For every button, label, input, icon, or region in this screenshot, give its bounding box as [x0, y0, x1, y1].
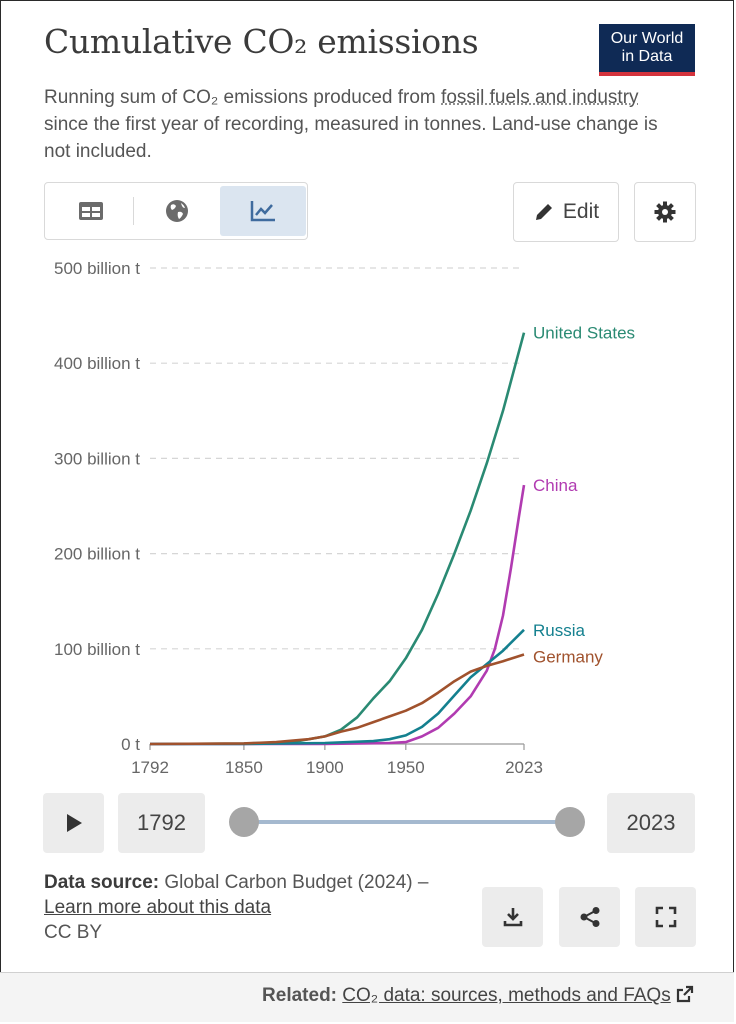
- table-icon: [79, 202, 103, 220]
- learn-more-link[interactable]: Learn more about this data: [44, 897, 272, 918]
- tab-separator: [133, 197, 134, 225]
- pencil-icon: [535, 204, 552, 220]
- y-tick-label: 300 billion t: [54, 449, 140, 468]
- y-tick-label: 400 billion t: [54, 354, 140, 373]
- related-bar: Related: CO₂ data: sources, methods and …: [0, 972, 734, 1022]
- y-tick-label: 100 billion t: [54, 640, 140, 659]
- x-tick-label: 1950: [387, 758, 425, 777]
- related-label: Related:: [262, 985, 338, 1006]
- timeline-end-handle[interactable]: [555, 807, 585, 837]
- tab-map[interactable]: [134, 186, 220, 236]
- x-tick-label: 1792: [131, 758, 169, 777]
- share-icon: [580, 907, 599, 927]
- share-button[interactable]: [559, 887, 620, 947]
- globe-icon: [166, 200, 188, 222]
- series-line-germany[interactable]: [149, 653, 525, 746]
- view-tabs: [44, 182, 308, 240]
- start-year-box[interactable]: 1792: [118, 793, 205, 853]
- external-link-icon: [676, 985, 694, 1003]
- end-year-box[interactable]: 2023: [607, 793, 695, 853]
- chart-subtitle: Running sum of CO₂ emissions produced fr…: [44, 84, 684, 165]
- series-line-china[interactable]: [150, 484, 526, 746]
- y-tick-label: 500 billion t: [54, 259, 140, 278]
- line-chart: 0 t 100 billion t 200 billion t 300 billion…: [54, 259, 635, 777]
- edit-label: Edit: [562, 200, 600, 223]
- subtitle-pre: Running sum of CO₂ emissions produced fr…: [44, 87, 442, 108]
- related-link[interactable]: CO₂ data: sources, methods and FAQs: [342, 985, 671, 1006]
- x-tick-label: 2023: [505, 758, 543, 777]
- fullscreen-button[interactable]: [635, 887, 696, 947]
- y-tick-label: 0 t: [121, 735, 140, 754]
- fullscreen-icon: [655, 906, 676, 928]
- source-text: Global Carbon Budget (2024) –: [159, 872, 429, 893]
- series-label-united-states[interactable]: United States: [533, 324, 635, 343]
- series-line-russia[interactable]: [150, 628, 525, 746]
- tab-table[interactable]: [48, 186, 134, 236]
- gear-icon: [654, 201, 676, 223]
- edit-button[interactable]: Edit: [513, 182, 619, 242]
- x-tick-label: 1900: [306, 758, 344, 777]
- series-label-russia[interactable]: Russia: [533, 621, 586, 640]
- owid-logo[interactable]: Our World in Data: [599, 24, 695, 76]
- data-source: Data source: Global Carbon Budget (2024)…: [44, 870, 444, 945]
- chart-title: Cumulative CO₂ emissions: [44, 22, 479, 61]
- line-chart-icon: [250, 201, 275, 222]
- download-button[interactable]: [482, 887, 543, 947]
- logo-line-1: Our World: [610, 30, 684, 47]
- settings-button[interactable]: [634, 182, 696, 242]
- tab-chart[interactable]: [220, 186, 306, 236]
- timeline-track[interactable]: [244, 820, 570, 824]
- series-label-china[interactable]: China: [533, 476, 578, 495]
- fossil-fuels-link[interactable]: fossil fuels and industry: [441, 87, 639, 108]
- license: CC BY: [44, 922, 103, 943]
- download-icon: [503, 908, 522, 927]
- source-label: Data source:: [44, 872, 160, 893]
- subtitle-post: since the first year of recording, measu…: [44, 114, 658, 162]
- timeline-start-handle[interactable]: [229, 807, 259, 837]
- series-label-germany[interactable]: Germany: [533, 648, 603, 667]
- play-icon: [66, 814, 82, 832]
- y-tick-label: 200 billion t: [54, 545, 140, 564]
- x-tick-label: 1850: [225, 758, 263, 777]
- play-button[interactable]: [43, 793, 104, 853]
- logo-line-2: in Data: [621, 48, 673, 65]
